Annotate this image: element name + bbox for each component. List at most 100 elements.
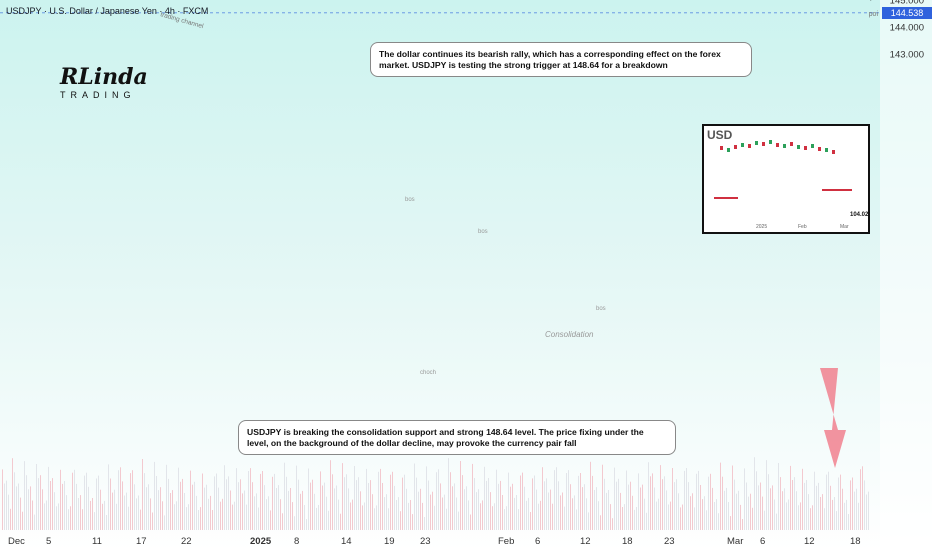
volume-bar <box>2 469 3 530</box>
volume-bar <box>484 466 485 530</box>
volume-bar <box>26 475 27 530</box>
volume-bar <box>640 487 641 530</box>
volume-bar <box>16 486 17 530</box>
volume-bar <box>36 464 37 530</box>
volume-bar <box>180 481 181 530</box>
volume-bar <box>830 485 831 530</box>
volume-bar <box>398 497 399 530</box>
price-tag: 144.538 <box>882 6 932 19</box>
volume-bar <box>600 515 601 530</box>
volume-bar <box>748 496 749 530</box>
volume-bar <box>732 465 733 530</box>
volume-bar <box>112 492 113 530</box>
volume-bar <box>722 476 723 530</box>
volume-bar <box>194 481 195 530</box>
volume-bar <box>410 500 411 530</box>
volume-bar <box>288 490 289 530</box>
volume-bar <box>568 470 569 530</box>
volume-bar <box>494 503 495 530</box>
volume-bar <box>734 479 735 530</box>
volume-bar <box>862 466 863 530</box>
volume-bar <box>838 477 839 530</box>
volume-bar <box>848 514 849 530</box>
volume-bar <box>842 488 843 530</box>
volume-bar <box>792 480 793 530</box>
volume-bar <box>402 477 403 530</box>
volume-bar <box>808 494 809 530</box>
volume-bar <box>370 480 371 530</box>
volume-bar <box>140 509 141 530</box>
volume-bar <box>254 496 255 530</box>
volume-bar <box>652 473 653 530</box>
volume-bar <box>456 497 457 530</box>
volume-bar <box>48 466 49 530</box>
inset-candle <box>818 147 821 151</box>
volume-bar <box>798 505 799 530</box>
volume-bar <box>486 480 487 530</box>
volume-bar <box>380 468 381 530</box>
volume-bar <box>620 492 621 530</box>
volume-bar <box>422 502 423 530</box>
volume-bar <box>850 480 851 530</box>
volume-bar <box>376 505 377 530</box>
volume-bar <box>738 490 739 530</box>
volume-bar <box>438 469 439 530</box>
x-tick-label: 17 <box>136 536 147 547</box>
annotation-choch: choch <box>420 370 436 376</box>
volume-bar <box>632 495 633 530</box>
volume-bar <box>124 495 125 530</box>
volume-bar <box>452 486 453 530</box>
volume-bar <box>622 507 623 530</box>
inset-candle <box>825 148 828 152</box>
volume-bar <box>754 457 755 530</box>
volume-bar <box>508 472 509 530</box>
volume-bar <box>544 481 545 530</box>
volume-bar <box>728 502 729 530</box>
volume-bar <box>176 501 177 530</box>
volume-bar <box>18 483 19 530</box>
volume-bar <box>580 473 581 530</box>
volume-bar <box>750 493 751 530</box>
volume-bar <box>556 467 557 530</box>
volume-bar <box>460 461 461 530</box>
volume-bar <box>372 494 373 530</box>
volume-bar <box>232 504 233 530</box>
volume-bar <box>126 492 127 530</box>
volume-bar <box>152 512 153 530</box>
volume-bar <box>730 516 731 530</box>
volume-bar <box>690 496 691 530</box>
volume-bar <box>858 502 859 530</box>
x-tick-label: 11 <box>92 536 102 547</box>
trading-channel: trading channel <box>159 11 204 30</box>
volume-bar <box>122 481 123 530</box>
volume-bar <box>100 489 101 530</box>
volume-bar <box>32 500 33 530</box>
volume-bar <box>574 495 575 530</box>
volume-bar <box>746 482 747 530</box>
volume-bar <box>868 491 869 530</box>
volume-bar <box>154 461 155 530</box>
inset-x-label: 2025 <box>756 224 767 230</box>
volume-bar <box>588 512 589 530</box>
volume-bar <box>546 478 547 530</box>
volume-bar <box>214 476 215 530</box>
volume-bar <box>326 496 327 530</box>
volume-bar <box>222 498 223 530</box>
volume-bar <box>822 494 823 530</box>
volume-bar <box>770 488 771 530</box>
volume-bar <box>514 497 515 530</box>
x-tick-label: 8 <box>294 536 299 547</box>
inset-candle <box>832 150 835 154</box>
volume-bar <box>468 500 469 530</box>
volume-bar <box>672 468 673 530</box>
volume-bar <box>602 464 603 530</box>
volume-bar <box>338 499 339 530</box>
volume-bar <box>498 483 499 530</box>
volume-bar <box>308 468 309 530</box>
volume-bar <box>628 484 629 530</box>
volume-bar <box>178 467 179 530</box>
volume-bar <box>362 505 363 530</box>
volume-bar <box>62 483 63 530</box>
volume-bar <box>364 502 365 530</box>
volume-bar <box>656 501 657 530</box>
